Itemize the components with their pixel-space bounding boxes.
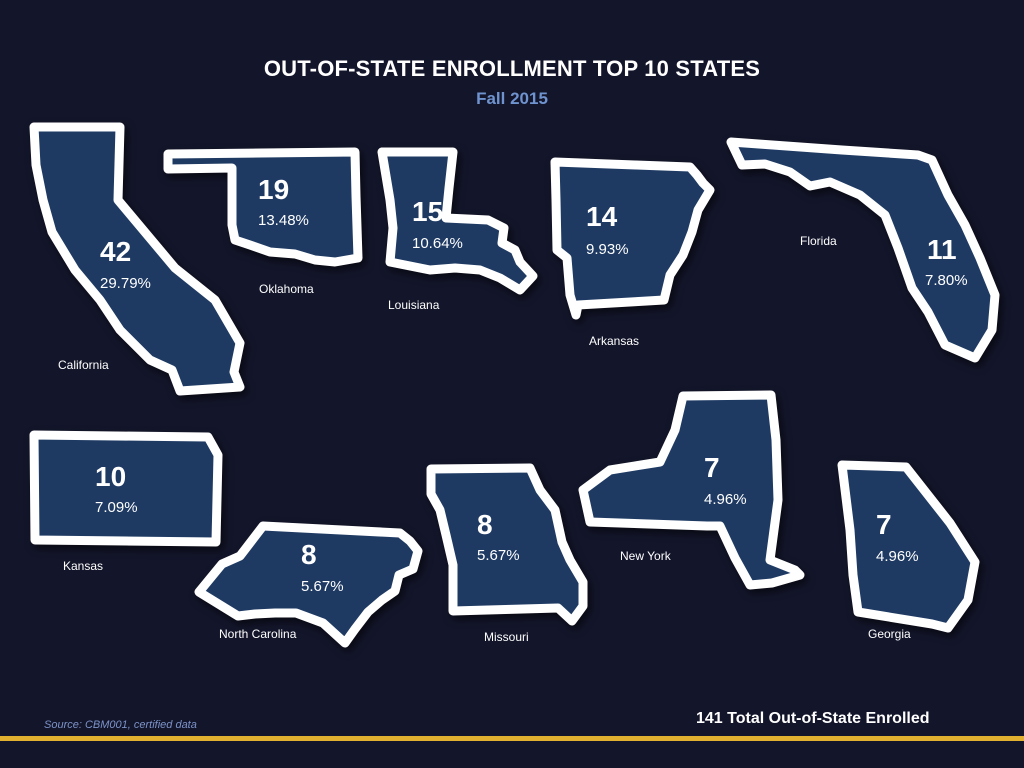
new-york-percentage: 4.96% <box>704 491 747 508</box>
new-york-label: New York <box>620 549 671 563</box>
arkansas-label: Arkansas <box>589 334 640 348</box>
north-carolina-label: North Carolina <box>219 627 297 641</box>
oklahoma-count: 19 <box>258 174 290 205</box>
total-enrolled: 141 Total Out-of-State Enrolled <box>696 710 930 727</box>
north-carolina-count: 8 <box>301 539 317 570</box>
georgia-shape <box>837 460 980 633</box>
missouri-shape <box>426 463 588 626</box>
arkansas-shape <box>550 157 715 320</box>
florida-label: Florida <box>800 234 837 248</box>
new-york-count: 7 <box>704 452 720 483</box>
oklahoma-label: Oklahoma <box>259 282 314 296</box>
california-label: California <box>58 358 109 372</box>
missouri-count: 8 <box>477 509 493 540</box>
louisiana-count: 15 <box>412 196 444 227</box>
louisiana-shape <box>377 147 538 295</box>
florida-percentage: 7.80% <box>925 272 968 289</box>
kansas-percentage: 7.09% <box>95 499 138 516</box>
louisiana-label: Louisiana <box>388 298 440 312</box>
florida-count: 11 <box>927 234 957 265</box>
missouri-percentage: 5.67% <box>477 547 520 564</box>
page-title: OUT-OF-STATE ENROLLMENT TOP 10 STATES <box>263 56 761 81</box>
georgia-label: Georgia <box>868 627 911 641</box>
louisiana-percentage: 10.64% <box>412 235 463 252</box>
oklahoma-shape <box>163 147 363 267</box>
florida-shape <box>726 137 1000 363</box>
kansas-label: Kansas <box>63 559 104 573</box>
kansas-count: 10 <box>95 461 127 492</box>
new-york-shape <box>578 390 805 590</box>
kansas-shape <box>29 430 223 547</box>
arkansas-percentage: 9.93% <box>586 241 629 258</box>
missouri-label: Missouri <box>484 630 529 644</box>
california-percentage: 29.79% <box>100 275 151 292</box>
oklahoma-percentage: 13.48% <box>258 212 309 229</box>
arkansas-count: 14 <box>586 201 618 232</box>
georgia-count: 7 <box>876 509 892 540</box>
georgia-percentage: 4.96% <box>876 548 919 565</box>
north-carolina-percentage: 5.67% <box>301 578 344 595</box>
california-count: 42 <box>100 236 132 267</box>
california-shape <box>29 122 245 396</box>
accent-bar <box>0 736 1024 741</box>
page-subtitle: Fall 2015 <box>476 89 548 108</box>
source-note: Source: CBM001, certified data <box>44 719 197 731</box>
north-carolina-shape <box>194 521 423 648</box>
